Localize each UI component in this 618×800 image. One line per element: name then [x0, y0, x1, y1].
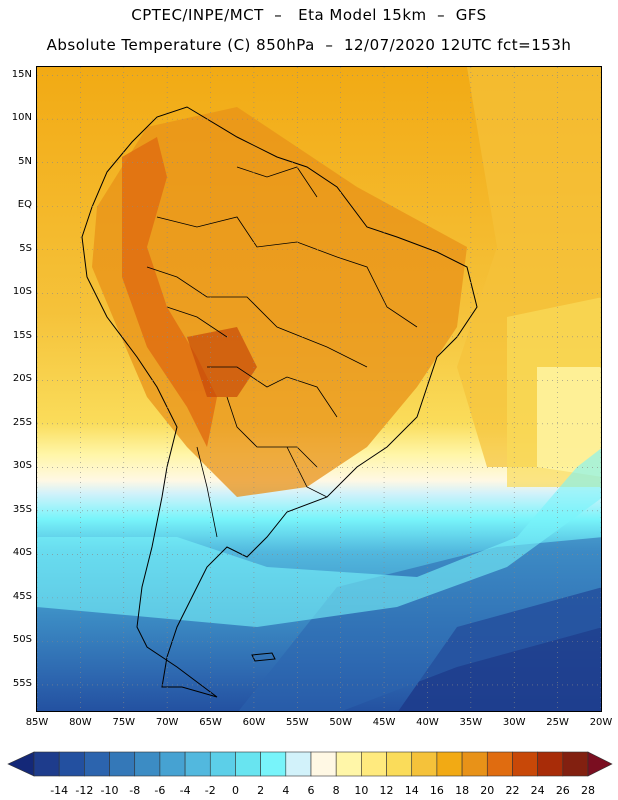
longitude-label: 60W — [242, 717, 266, 728]
colorbar-swatch — [335, 751, 362, 777]
longitude-label: 70W — [155, 717, 179, 728]
colorbar-swatch — [109, 751, 136, 777]
colorbar-tick-label: 20 — [480, 784, 495, 797]
colorbar-swatch — [84, 751, 110, 777]
colorbar-tick-label: -6 — [154, 784, 166, 797]
colorbar-over-triangle — [587, 751, 613, 777]
atlantic-pale-band — [537, 367, 601, 477]
colorbar-tick-label: 6 — [307, 784, 315, 797]
colorbar-tick-label: 26 — [555, 784, 570, 797]
colorbar-swatch — [361, 751, 387, 777]
latitude-label: 5N — [18, 155, 32, 167]
latitude-label: 15N — [11, 68, 32, 80]
colorbar-swatch — [461, 751, 488, 777]
colorbar-tick-label: 10 — [354, 784, 369, 797]
latitude-label: 20S — [12, 373, 32, 385]
colorbar-swatch — [260, 751, 287, 777]
colorbar-swatch — [436, 751, 463, 777]
colorbar-tick-label: -2 — [204, 784, 216, 797]
colorbar-swatch — [184, 751, 211, 777]
colorbar-tick-label: 18 — [455, 784, 470, 797]
longitude-label: 35W — [459, 717, 483, 728]
colorbar-swatch — [411, 751, 438, 777]
longitude-label: 65W — [199, 717, 222, 728]
temperature-map — [36, 66, 602, 712]
map-title-line1: CPTEC/INPE/MCT – Eta Model 15km – GFS — [131, 6, 487, 24]
longitude-label: 50W — [329, 717, 352, 728]
latitude-label: EQ — [17, 199, 32, 211]
latitude-label: 35S — [12, 503, 32, 515]
longitude-label: 55W — [285, 717, 309, 728]
latitude-label: 5S — [19, 242, 32, 254]
longitude-label: 85W — [25, 717, 49, 728]
falklands — [251, 652, 276, 662]
colorbar-tick-label: 8 — [332, 784, 340, 797]
colorbar-under-triangle — [7, 751, 35, 777]
coastline — [81, 106, 478, 698]
colorbar-tick-label: -12 — [75, 784, 94, 797]
colorbar-tick-label: 16 — [429, 784, 444, 797]
colorbar-swatch — [386, 751, 413, 777]
colorbar-swatch — [486, 751, 513, 777]
colorbar-tick-label: -14 — [50, 784, 69, 797]
colorbar-swatch — [134, 751, 161, 777]
colorbar-tick-label: 12 — [379, 784, 394, 797]
latitude-label: 25S — [12, 416, 32, 428]
latitude-label: 55S — [12, 677, 32, 689]
colorbar-swatch — [58, 751, 85, 777]
colorbar-tick-label: 28 — [581, 784, 595, 797]
andes-hot-strip — [122, 137, 217, 447]
colorbar-tick-label: -10 — [100, 784, 119, 797]
colorbar-tick-label: 14 — [404, 784, 419, 797]
colorbar — [7, 751, 613, 777]
colorbar-swatch — [33, 751, 60, 777]
colorbar-swatch — [537, 751, 564, 777]
latitude-label: 30S — [12, 460, 32, 472]
longitude-label: 45W — [372, 717, 396, 728]
country-borders — [146, 166, 418, 538]
colorbar-tick-label: -8 — [129, 784, 141, 797]
colorbar-tick-label: 24 — [530, 784, 545, 797]
colorbar-tick-label: -4 — [179, 784, 191, 797]
latitude-label: 10N — [11, 112, 32, 124]
colorbar-tick-label: 22 — [505, 784, 520, 797]
cool-band — [37, 448, 601, 627]
chaco-hot-spot — [187, 327, 257, 397]
longitude-label: 20W — [589, 717, 613, 728]
colorbar-swatch — [310, 751, 337, 777]
longitude-label: 25W — [546, 717, 569, 728]
longitude-label: 40W — [416, 717, 439, 728]
colorbar-swatch — [235, 751, 261, 777]
latitude-label: 10S — [12, 286, 32, 298]
graticule — [37, 67, 601, 711]
latitude-label: 45S — [12, 590, 32, 602]
colorbar-tick-label: 2 — [257, 784, 265, 797]
map-canvas — [37, 67, 601, 711]
colorbar-swatch — [159, 751, 186, 777]
longitude-label: 75W — [112, 717, 136, 728]
longitude-label: 30W — [502, 717, 526, 728]
cold-region — [238, 537, 601, 711]
latitude-label: 15S — [12, 329, 32, 341]
latitude-label: 40S — [12, 547, 32, 559]
longitude-label: 80W — [69, 717, 92, 728]
colorbar-swatch — [209, 751, 236, 777]
colorbar-swatch — [512, 751, 538, 777]
colorbar-tick-label: 4 — [282, 784, 290, 797]
map-title-line2: Absolute Temperature (C) 850hPa – 12/07/… — [46, 36, 572, 54]
colorbar-tick-label: 0 — [231, 784, 239, 797]
colorbar-swatch — [562, 751, 589, 777]
latitude-label: 50S — [12, 634, 32, 646]
colorbar-swatch — [285, 751, 312, 777]
